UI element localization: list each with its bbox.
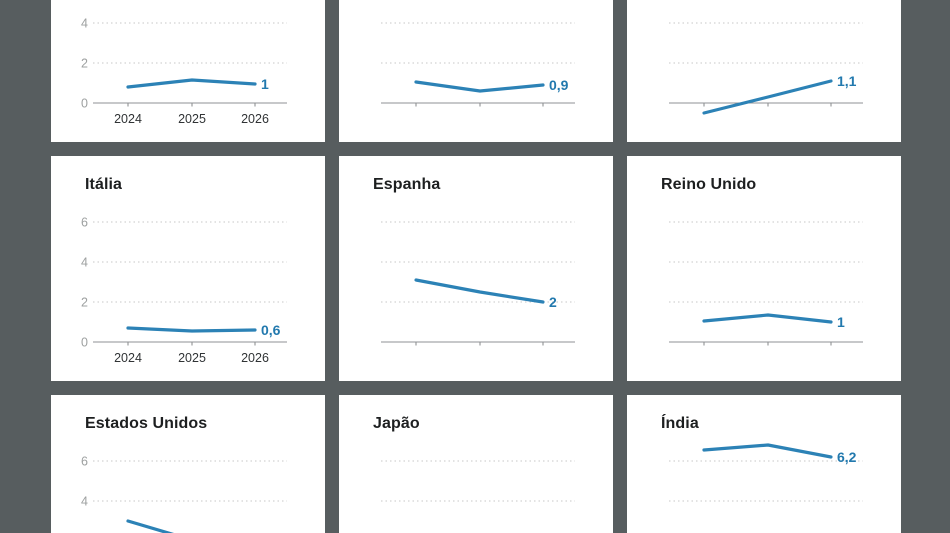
chart-card-top-left: 02462024202520261 <box>51 0 325 142</box>
chart-title: Reino Unido <box>661 176 757 193</box>
chart-grid: 02462024202520261 0,9 1,1 02462024202520… <box>51 0 901 533</box>
y-tick-label: 0 <box>81 336 88 350</box>
data-line <box>702 443 833 459</box>
y-tick-label: 4 <box>81 495 88 509</box>
data-line <box>126 78 257 89</box>
data-line <box>414 278 545 304</box>
data-line <box>414 80 545 93</box>
value-label: 2 <box>549 294 557 310</box>
chart-title: Itália <box>85 176 123 193</box>
chart-card-espanha: 2 Espanha <box>339 156 613 381</box>
x-tick-label: 2026 <box>241 351 269 365</box>
y-tick-label: 4 <box>81 256 88 270</box>
y-tick-label: 6 <box>81 216 88 230</box>
line-chart: 0 2 4 6 2024 2025 2026 0,6 <box>81 216 287 365</box>
chart-title: Estados Unidos <box>85 415 208 432</box>
chart-card-reino-unido: 1 Reino Unido <box>627 156 901 381</box>
chart-card-india: 6,2 Índia <box>627 395 901 533</box>
y-tick-label: 6 <box>81 455 88 469</box>
line-chart: 1 <box>669 221 863 346</box>
y-tick-label: 2 <box>81 57 88 71</box>
chart-title: Espanha <box>373 176 441 193</box>
data-line <box>702 313 833 324</box>
line-chart: 02462024202520261 <box>81 17 287 126</box>
data-line <box>702 79 833 115</box>
x-tick-label: 2025 <box>178 112 206 126</box>
y-tick-label: 4 <box>81 17 88 31</box>
chart-card-top-right: 1,1 <box>627 0 901 142</box>
data-line <box>126 519 175 533</box>
chart-card-top-center: 0,9 <box>339 0 613 142</box>
y-tick-label: 0 <box>81 97 88 111</box>
line-chart: 0,9 <box>381 22 575 107</box>
value-label: 0,6 <box>261 322 281 338</box>
line-chart: 1,1 <box>669 22 863 115</box>
data-line <box>126 326 257 333</box>
x-tick-label: 2024 <box>114 112 142 126</box>
value-label: 0,9 <box>549 77 569 93</box>
line-chart: 2 <box>381 221 575 346</box>
line-chart <box>381 460 575 502</box>
line-chart: 6,2 <box>669 443 863 502</box>
chart-title: Japão <box>373 415 420 432</box>
chart-card-japao: Japão <box>339 395 613 533</box>
x-tick-label: 2024 <box>114 351 142 365</box>
chart-title: Índia <box>661 415 699 432</box>
y-tick-label: 2 <box>81 296 88 310</box>
value-label: 6,2 <box>837 449 857 465</box>
x-tick-label: 2026 <box>241 112 269 126</box>
x-tick-label: 2025 <box>178 351 206 365</box>
value-label: 1 <box>837 314 845 330</box>
chart-card-italia: 0 2 4 6 2024 2025 2026 0,6 Itália <box>51 156 325 381</box>
value-label: 1 <box>261 76 269 92</box>
value-label: 1,1 <box>837 73 857 89</box>
